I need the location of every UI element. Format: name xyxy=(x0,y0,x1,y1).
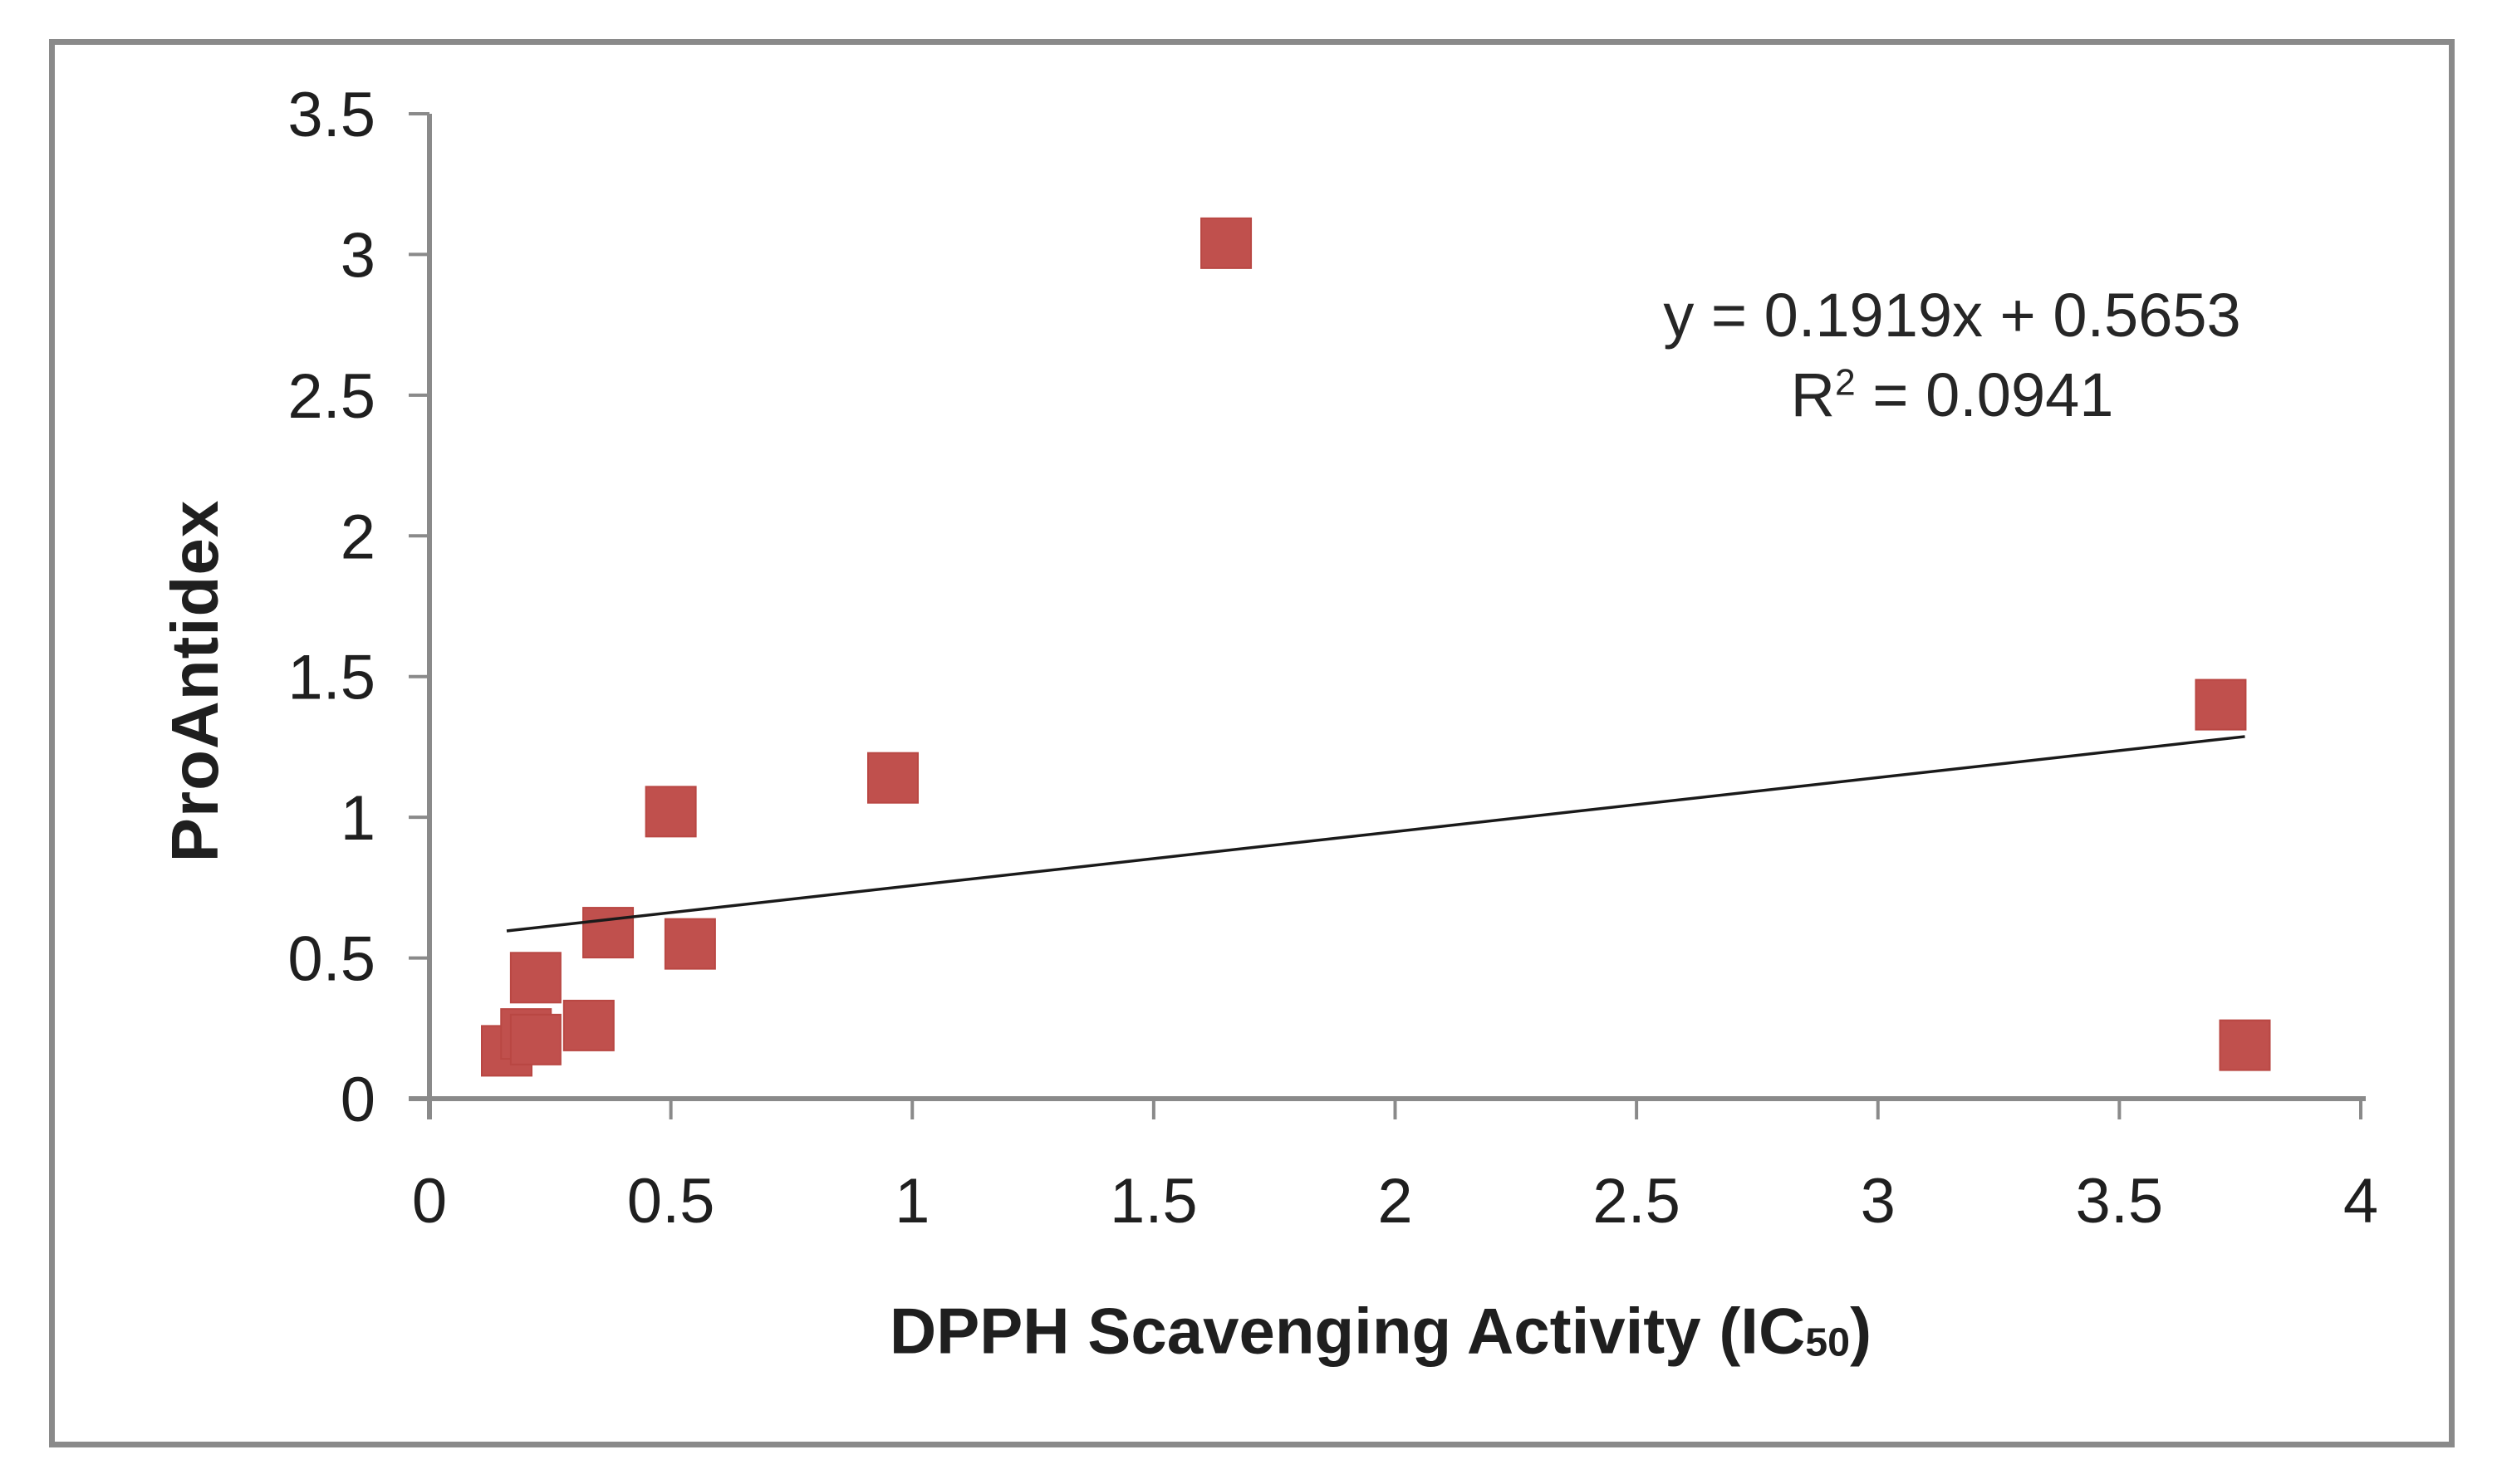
y-tick-label: 3.5 xyxy=(287,80,375,150)
x-tick-label: 0 xyxy=(412,1166,447,1237)
x-tick-label: 3.5 xyxy=(2076,1166,2164,1237)
x-tick-label: 1 xyxy=(895,1166,930,1237)
x-tick-label: 2 xyxy=(1377,1166,1412,1237)
x-tick-label: 0.5 xyxy=(627,1166,715,1237)
y-tick-label: 2 xyxy=(341,502,375,572)
data-point-marker xyxy=(582,907,635,959)
trendline-layer xyxy=(506,735,2245,933)
axes-layer xyxy=(409,113,2366,1119)
y-tick-label: 0 xyxy=(341,1065,375,1135)
data-point-marker xyxy=(509,1013,562,1065)
r-squared-base: R xyxy=(1790,360,1836,429)
y-tick-label: 0.5 xyxy=(287,924,375,995)
x-tick-label: 3 xyxy=(1861,1166,1896,1237)
data-point-marker xyxy=(2219,1019,2271,1071)
x-axis-title-subscript: 50 xyxy=(1805,1320,1851,1365)
x-tick-label: 2.5 xyxy=(1592,1166,1680,1237)
y-tick-label: 2.5 xyxy=(287,361,375,432)
x-axis-title: DPPH Scavenging Activity (IC50) xyxy=(890,1294,1872,1369)
y-axis-title: ProAntidex xyxy=(158,499,232,863)
x-axis-title-prefix: DPPH Scavenging Activity (IC xyxy=(889,1294,1806,1368)
data-point-marker xyxy=(2195,678,2247,731)
trendline xyxy=(506,735,2245,933)
data-point-marker xyxy=(1200,217,1253,269)
data-point-marker xyxy=(562,999,615,1051)
r-squared-value: = 0.0941 xyxy=(1855,360,2114,429)
x-tick-label: 1.5 xyxy=(1110,1166,1198,1237)
data-point-marker xyxy=(509,952,562,1004)
data-point-marker xyxy=(867,752,919,804)
y-tick-label: 3 xyxy=(341,220,375,291)
chart-frame xyxy=(49,39,2455,1447)
equation-line: y = 0.1919x + 0.5653 xyxy=(1663,281,2241,350)
data-points-layer xyxy=(481,217,2271,1077)
y-tick-label: 1.5 xyxy=(287,643,375,713)
r-squared-line: R2 = 0.0941 xyxy=(1663,355,2240,435)
tick-labels-layer: 0 0.5 1 1.5 2 2.5 3 3.5 0 0.5 1 1.5 2 2.5 3 3.5 4 xyxy=(287,80,2378,1237)
data-point-marker xyxy=(645,786,697,838)
x-tick-label: 4 xyxy=(2343,1166,2378,1237)
y-tick-label: 1 xyxy=(341,783,375,854)
ticks-layer xyxy=(409,111,2362,1119)
r-squared-superscript: 2 xyxy=(1835,362,1856,404)
data-point-marker xyxy=(664,918,716,970)
x-axis-title-suffix: ) xyxy=(1850,1294,1872,1368)
trendline-equation: y = 0.1919x + 0.5653 R2 = 0.0941 xyxy=(1663,276,2240,435)
